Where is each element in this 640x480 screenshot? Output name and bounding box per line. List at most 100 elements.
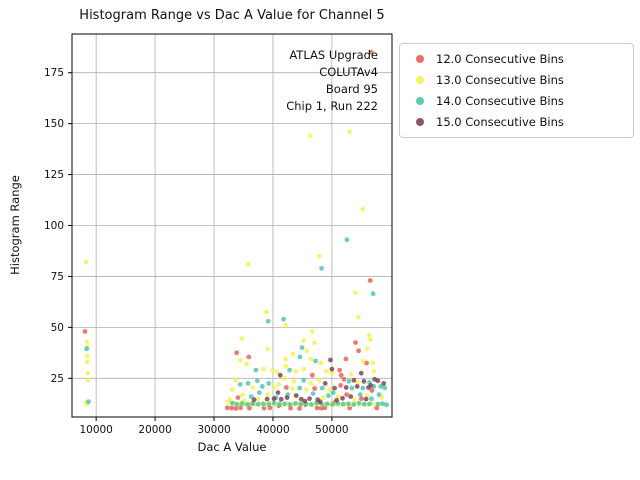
data-point bbox=[337, 367, 342, 373]
data-point bbox=[381, 381, 387, 386]
data-point bbox=[240, 392, 246, 397]
data-point bbox=[245, 381, 251, 386]
data-point bbox=[298, 401, 304, 407]
data-point bbox=[330, 390, 336, 395]
data-point bbox=[254, 378, 260, 384]
data-point bbox=[329, 366, 335, 372]
y-tick-label: 125 bbox=[44, 169, 64, 181]
data-point bbox=[82, 329, 88, 334]
data-point bbox=[229, 400, 235, 406]
y-tick-label: 50 bbox=[51, 322, 64, 334]
data-point bbox=[312, 340, 317, 345]
x-tick-label: 20000 bbox=[138, 424, 171, 436]
data-point bbox=[323, 368, 329, 374]
data-point bbox=[330, 402, 335, 407]
data-point bbox=[233, 406, 239, 411]
scatter-series-15 bbox=[251, 357, 387, 405]
data-point bbox=[265, 392, 271, 397]
data-point bbox=[369, 388, 375, 393]
data-point bbox=[351, 402, 357, 407]
data-point bbox=[379, 395, 385, 400]
data-point bbox=[347, 405, 352, 411]
data-point bbox=[251, 397, 257, 403]
data-point bbox=[282, 401, 288, 407]
legend-marker-14-icon bbox=[416, 97, 424, 105]
data-point bbox=[349, 385, 355, 391]
data-point bbox=[322, 381, 328, 386]
data-point bbox=[343, 385, 349, 390]
legend-label-15: 15.0 Consecutive Bins bbox=[436, 115, 564, 129]
y-tick-label: 25 bbox=[51, 373, 64, 385]
plot-annotation: ATLAS Upgrade COLUTAv4 Board 95 Chip 1, … bbox=[286, 47, 378, 115]
data-point bbox=[233, 377, 239, 383]
data-point bbox=[229, 405, 235, 411]
legend-marker-12-icon bbox=[416, 55, 424, 63]
data-point bbox=[370, 360, 375, 366]
data-point bbox=[297, 385, 303, 391]
data-point bbox=[355, 380, 361, 385]
data-point bbox=[316, 377, 322, 383]
legend-item-14: 14.0 Consecutive Bins bbox=[408, 94, 623, 108]
data-point bbox=[298, 396, 304, 402]
data-point bbox=[344, 237, 350, 243]
data-point bbox=[313, 358, 318, 364]
annotation-line-2: COLUTAv4 bbox=[319, 65, 378, 79]
data-point bbox=[291, 378, 297, 384]
data-point bbox=[289, 386, 295, 391]
data-point bbox=[366, 333, 372, 338]
data-point bbox=[283, 363, 288, 369]
data-point bbox=[253, 367, 259, 373]
data-point bbox=[329, 370, 335, 376]
data-point bbox=[346, 401, 351, 407]
data-point bbox=[360, 206, 366, 212]
y-tick-label: 75 bbox=[51, 271, 64, 283]
data-point bbox=[293, 368, 299, 374]
data-point bbox=[278, 396, 284, 402]
data-point bbox=[376, 392, 382, 397]
data-point bbox=[380, 401, 385, 406]
data-point bbox=[307, 133, 313, 139]
data-point bbox=[353, 340, 358, 345]
legend-label-13: 13.0 Consecutive Bins bbox=[436, 73, 564, 87]
data-point bbox=[288, 405, 293, 411]
x-axis-label: Dac A Value bbox=[197, 440, 267, 454]
data-point bbox=[265, 346, 271, 352]
data-point bbox=[310, 391, 316, 396]
data-point bbox=[307, 396, 312, 402]
data-point bbox=[287, 367, 292, 373]
legend-label-14: 14.0 Consecutive Bins bbox=[436, 94, 564, 108]
data-point bbox=[270, 367, 275, 373]
data-point bbox=[85, 377, 91, 383]
x-tick-label: 50000 bbox=[315, 424, 348, 436]
data-point bbox=[360, 385, 366, 391]
data-point bbox=[283, 385, 289, 390]
legend: 12.0 Consecutive Bins 13.0 Consecutive B… bbox=[399, 43, 634, 138]
data-point bbox=[83, 259, 89, 265]
data-point bbox=[264, 309, 269, 315]
data-point bbox=[290, 351, 296, 357]
data-point bbox=[320, 395, 326, 400]
data-point bbox=[314, 405, 320, 411]
data-point bbox=[356, 348, 361, 354]
data-point bbox=[225, 399, 231, 405]
data-point bbox=[375, 378, 381, 384]
data-point bbox=[340, 395, 345, 401]
data-point bbox=[319, 265, 324, 271]
data-point bbox=[299, 345, 305, 351]
data-point bbox=[264, 396, 270, 402]
y-axis-label: Histogram Range bbox=[8, 175, 22, 275]
data-point bbox=[374, 405, 380, 411]
data-point bbox=[276, 382, 281, 387]
data-point bbox=[353, 290, 358, 296]
data-point bbox=[371, 368, 377, 374]
annotation-line-3: Board 95 bbox=[325, 82, 378, 96]
data-point bbox=[274, 369, 280, 375]
data-point bbox=[84, 346, 90, 352]
data-point bbox=[237, 357, 243, 363]
legend-marker-15-icon bbox=[416, 118, 424, 126]
data-point bbox=[368, 383, 374, 388]
data-point bbox=[256, 390, 262, 395]
data-point bbox=[360, 358, 366, 364]
data-point bbox=[247, 405, 252, 411]
